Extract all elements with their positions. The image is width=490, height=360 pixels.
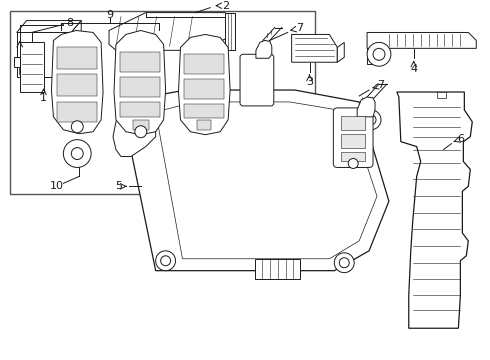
Text: 4: 4 [410, 64, 417, 74]
Bar [120, 77, 160, 97]
Polygon shape [20, 42, 44, 92]
Circle shape [135, 126, 147, 138]
Polygon shape [256, 40, 272, 58]
Polygon shape [397, 92, 472, 328]
Circle shape [63, 140, 91, 167]
Text: 10: 10 [49, 181, 63, 191]
Polygon shape [225, 13, 235, 50]
Text: 1: 1 [40, 93, 47, 103]
Bar [197, 120, 211, 130]
Circle shape [348, 158, 358, 168]
Text: 7: 7 [296, 23, 303, 32]
Bar [341, 134, 365, 148]
Polygon shape [17, 32, 72, 77]
Bar [120, 52, 160, 72]
Polygon shape [367, 48, 377, 64]
Polygon shape [14, 57, 20, 67]
Polygon shape [337, 42, 344, 62]
Circle shape [161, 256, 171, 266]
Text: 3: 3 [306, 77, 313, 87]
Polygon shape [51, 31, 103, 134]
Polygon shape [72, 21, 81, 77]
Circle shape [339, 258, 349, 268]
Polygon shape [437, 92, 446, 98]
Polygon shape [357, 97, 375, 117]
Bar [184, 54, 224, 74]
Text: 9: 9 [106, 10, 114, 19]
Circle shape [72, 121, 83, 133]
Bar [341, 152, 365, 162]
FancyBboxPatch shape [333, 108, 373, 167]
Circle shape [367, 42, 391, 66]
Text: 6: 6 [457, 134, 464, 144]
Polygon shape [178, 35, 230, 135]
Bar [57, 102, 97, 122]
Polygon shape [121, 90, 389, 271]
Bar [133, 120, 149, 130]
Polygon shape [109, 13, 235, 50]
Text: 5: 5 [116, 181, 122, 191]
Text: 7: 7 [377, 80, 385, 90]
Bar [341, 116, 365, 130]
Text: 2: 2 [222, 1, 230, 11]
Polygon shape [114, 31, 166, 135]
Circle shape [72, 148, 83, 159]
Bar [19, 62, 28, 74]
Polygon shape [156, 102, 377, 259]
Ellipse shape [125, 126, 143, 153]
Polygon shape [255, 259, 299, 279]
Polygon shape [113, 102, 156, 157]
Circle shape [334, 253, 354, 273]
Polygon shape [367, 32, 476, 48]
Circle shape [366, 115, 376, 125]
Bar [57, 48, 97, 69]
Polygon shape [292, 35, 337, 62]
FancyBboxPatch shape [240, 54, 274, 106]
Polygon shape [17, 21, 81, 32]
Circle shape [361, 110, 381, 130]
Bar [57, 74, 97, 96]
Circle shape [156, 251, 175, 271]
Bar [10, 11, 316, 194]
Bar [184, 79, 224, 99]
Text: 8: 8 [66, 18, 73, 28]
Bar [184, 104, 224, 118]
Circle shape [373, 48, 385, 60]
Bar [120, 102, 160, 117]
